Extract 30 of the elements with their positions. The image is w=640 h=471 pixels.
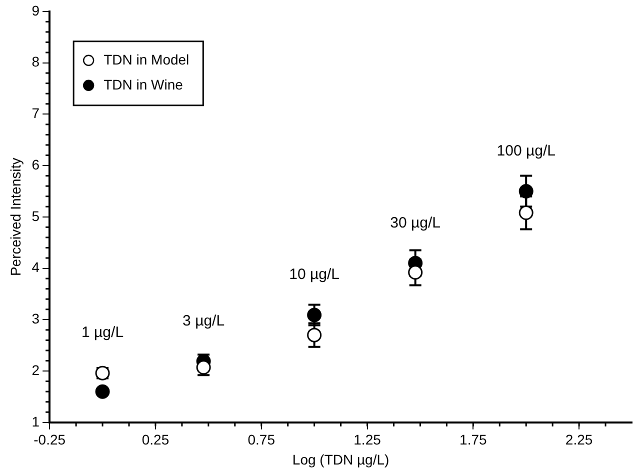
legend-label: TDN in Model (104, 51, 190, 68)
annotation: 30 µg/L (390, 214, 441, 232)
annotation: 1 µg/L (82, 324, 124, 342)
point (518, 184, 534, 198)
y-tick-label: 7 (32, 105, 40, 122)
y-tick-label: 9 (32, 2, 40, 18)
legend-label: TDN in Wine (104, 76, 184, 92)
annotation: 3 µg/L (182, 312, 225, 330)
y-tick-label: 3 (32, 310, 40, 327)
y-tick-label: 4 (32, 259, 40, 276)
y-tick-label: 8 (32, 54, 40, 70)
y-tick-label: 6 (32, 156, 40, 172)
x-axis-title: Log (TDN µg/L) (292, 451, 390, 468)
x-tick-label: 1.75 (460, 432, 487, 448)
x-tick-label: 1.25 (354, 432, 382, 448)
x-tick-label: 0.75 (248, 432, 276, 448)
y-tick-label: 2 (32, 362, 40, 378)
x-tick-label: 0.25 (142, 432, 170, 448)
y-axis-title: Perceived Intensity (7, 158, 24, 276)
point (307, 308, 322, 322)
x-tick-label: -0.25 (34, 432, 66, 448)
annotation: 100 µg/L (496, 142, 556, 160)
point (518, 206, 534, 220)
point (408, 265, 423, 280)
point (95, 384, 110, 399)
y-tick-label: 1 (32, 413, 40, 430)
point (307, 328, 322, 342)
annotation: 10 µg/L (289, 266, 340, 284)
y-tick-label: 5 (32, 208, 40, 224)
x-tick-label: 2.25 (565, 432, 593, 448)
